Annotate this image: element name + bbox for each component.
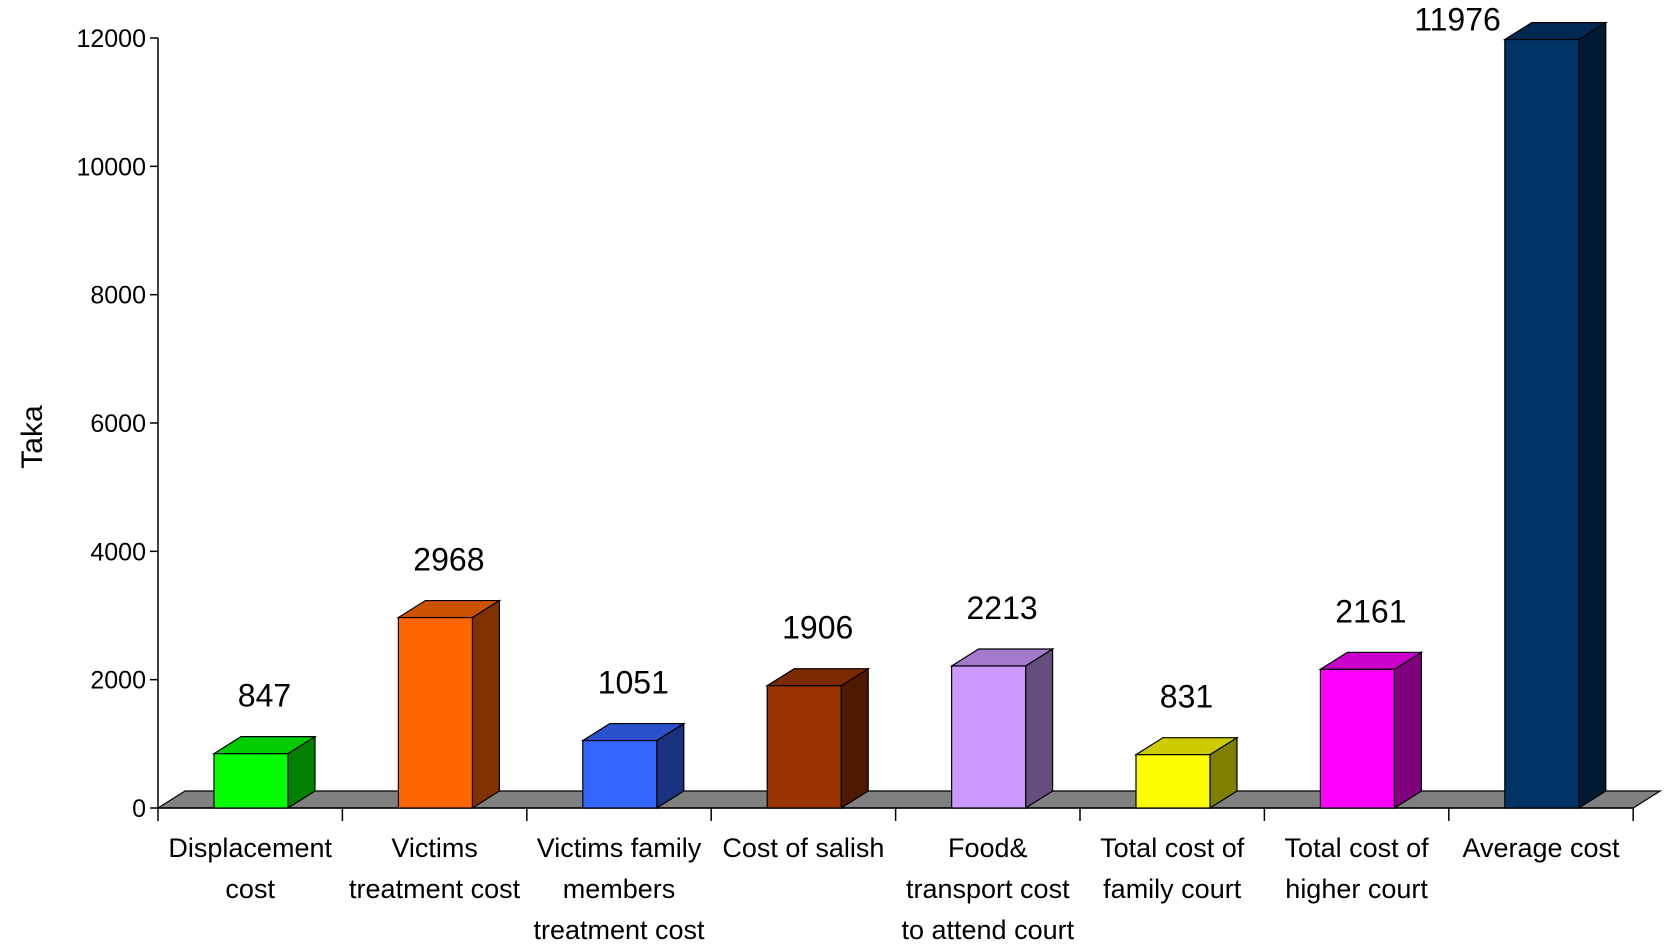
- bar: [949, 647, 1055, 810]
- bar-front: [213, 753, 289, 809]
- category-label-line: Total cost of: [1100, 833, 1245, 863]
- y-tick-label: 8000: [90, 282, 146, 310]
- bar-front: [766, 685, 842, 809]
- data-label: 1051: [598, 665, 669, 701]
- bar-front: [397, 616, 473, 809]
- bar-front: [1319, 668, 1396, 809]
- bar-side: [1578, 21, 1607, 810]
- data-label: 2161: [1335, 593, 1406, 629]
- bar-side: [840, 667, 869, 810]
- bar: [1318, 651, 1424, 810]
- category-label: Average cost: [1462, 833, 1620, 863]
- category-label-line: Average cost: [1462, 833, 1620, 863]
- bar: [211, 735, 318, 810]
- category-label-line: Total cost of: [1285, 833, 1430, 863]
- y-axis-title: Taka: [16, 405, 49, 469]
- y-tick-label: 0: [132, 795, 146, 823]
- bar-side: [471, 599, 500, 810]
- bar-front: [950, 665, 1027, 809]
- category-label-line: Food&: [948, 833, 1028, 863]
- data-label: 11976: [1414, 2, 1501, 38]
- category-label: Victims family members treatment cost: [533, 833, 705, 945]
- bar-side: [1024, 647, 1054, 810]
- y-tick-label: 6000: [90, 410, 146, 438]
- x-axis: [157, 807, 1634, 821]
- data-label: 2968: [413, 542, 484, 578]
- category-label-line: cost: [225, 874, 275, 904]
- category-label-line: Victims: [391, 833, 478, 863]
- bar: [396, 599, 502, 810]
- category-label-line: treatment cost: [349, 874, 521, 904]
- bar: [580, 722, 686, 810]
- data-label: 847: [238, 678, 291, 714]
- category-label: Total cost of higher court: [1285, 833, 1430, 904]
- category-label: Cost of salish: [722, 833, 884, 863]
- category-label-line: to attend court: [901, 915, 1074, 945]
- category-label-line: Displacement: [168, 833, 332, 863]
- data-label: 831: [1160, 679, 1213, 715]
- category-label: Food& transport cost to attend court: [901, 833, 1074, 945]
- bar-front: [1504, 38, 1580, 809]
- data-label: 1906: [782, 610, 853, 646]
- bar: [1133, 736, 1240, 810]
- category-label-line: higher court: [1285, 874, 1428, 904]
- bar-front: [1135, 754, 1211, 809]
- y-tick-label: 12000: [76, 25, 146, 53]
- y-tick-label: 4000: [90, 538, 146, 566]
- y-tick-label: 2000: [90, 667, 146, 695]
- bar-series: [211, 21, 1608, 810]
- category-label-line: members: [563, 874, 676, 904]
- y-axis: 0 2000 4000 6000 8000 10000 12000: [76, 25, 159, 823]
- category-label-line: Victims family: [537, 833, 702, 863]
- chart-floor-layer: [155, 790, 1663, 809]
- data-labels: 847 2968 1051 1906 2213 831 2161 11976: [238, 2, 1501, 715]
- category-label-line: transport cost: [906, 874, 1070, 904]
- data-label: 2213: [967, 590, 1038, 626]
- category-label-line: treatment cost: [533, 915, 705, 945]
- category-label-line: Cost of salish: [722, 833, 884, 863]
- category-label: Victims treatment cost: [349, 833, 521, 904]
- bar: [765, 667, 871, 810]
- chart-floor: [155, 790, 1663, 809]
- bar: [1502, 21, 1608, 810]
- category-label-line: family court: [1103, 874, 1242, 904]
- category-label: Displacement cost: [168, 833, 332, 904]
- y-tick-label: 10000: [76, 153, 146, 181]
- bar-side: [1393, 651, 1423, 810]
- bar-front: [582, 739, 658, 809]
- category-label: Total cost of family court: [1100, 833, 1245, 904]
